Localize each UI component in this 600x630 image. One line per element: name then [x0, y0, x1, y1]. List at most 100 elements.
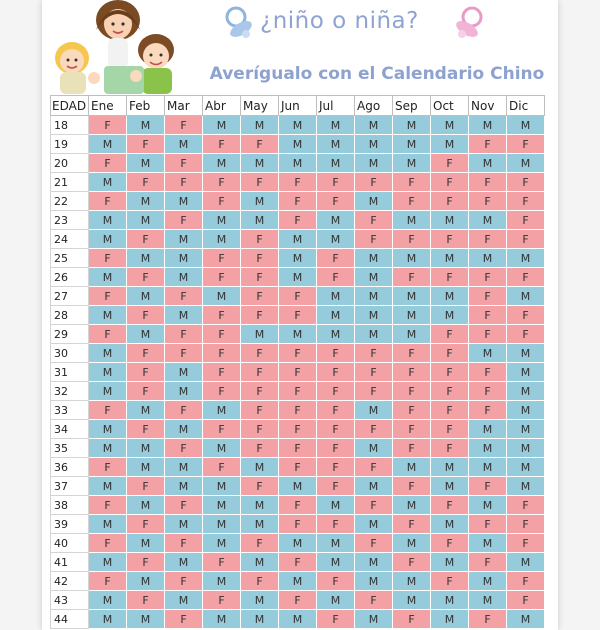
male-cell: M — [430, 286, 469, 306]
male-cell: M — [354, 286, 393, 306]
male-cell: M — [354, 134, 393, 154]
female-cell: F — [506, 172, 545, 192]
male-cell: M — [164, 590, 203, 610]
table-row: 22 F M M F M F F M F F F F — [50, 191, 545, 211]
age-cell: 19 — [50, 134, 89, 154]
female-cell: F — [506, 305, 545, 325]
age-cell: 23 — [50, 210, 89, 230]
male-cell: M — [164, 419, 203, 439]
female-cell: F — [392, 514, 431, 534]
female-cell: F — [126, 476, 165, 496]
female-cell: F — [164, 115, 203, 135]
female-cell: F — [316, 419, 355, 439]
male-cell: M — [278, 571, 317, 591]
female-cell: F — [164, 153, 203, 173]
blue-pacifier-icon — [225, 6, 252, 38]
male-cell: M — [392, 305, 431, 325]
age-cell: 29 — [50, 324, 89, 344]
female-cell: F — [202, 267, 241, 287]
female-cell: F — [164, 438, 203, 458]
male-cell: M — [278, 115, 317, 135]
female-cell: F — [202, 362, 241, 382]
female-cell: F — [240, 134, 279, 154]
children-illustration — [55, 0, 174, 94]
age-cell: 26 — [50, 267, 89, 287]
male-cell: M — [202, 495, 241, 515]
male-cell: M — [354, 400, 393, 420]
female-cell: F — [240, 362, 279, 382]
female-cell: F — [392, 476, 431, 496]
male-cell: M — [430, 115, 469, 135]
table-row: 39 M F M M M F F M F M F F — [50, 514, 545, 534]
female-cell: F — [240, 286, 279, 306]
month-header: May — [240, 95, 279, 116]
female-cell: F — [468, 324, 507, 344]
female-cell: F — [354, 457, 393, 477]
male-cell: M — [202, 210, 241, 230]
female-cell: F — [88, 324, 127, 344]
male-cell: M — [88, 552, 127, 572]
table-row: 33 F M F M F F F M F F F M — [50, 400, 545, 420]
female-cell: F — [506, 571, 545, 591]
male-cell: M — [468, 495, 507, 515]
female-cell: F — [88, 495, 127, 515]
male-cell: M — [88, 476, 127, 496]
header: ¿niño o niña? Averígualo con el Calendar… — [42, 0, 558, 95]
table-row: 34 M F M F F F F F F F M M — [50, 419, 545, 439]
female-cell: F — [88, 533, 127, 553]
male-cell: M — [506, 381, 545, 401]
female-cell: F — [126, 590, 165, 610]
female-cell: F — [278, 305, 317, 325]
female-cell: F — [278, 590, 317, 610]
female-cell: F — [354, 381, 393, 401]
female-cell: F — [202, 457, 241, 477]
female-cell: F — [506, 267, 545, 287]
age-cell: 24 — [50, 229, 89, 249]
female-cell: F — [316, 381, 355, 401]
female-cell: F — [392, 172, 431, 192]
male-cell: M — [240, 191, 279, 211]
table-row: 41 M F M F M F M M F M F M — [50, 552, 545, 572]
female-cell: F — [430, 191, 469, 211]
table-row: 19 M F M F F M M M M M F F — [50, 134, 545, 154]
female-cell: F — [88, 191, 127, 211]
female-cell: F — [392, 343, 431, 363]
male-cell: M — [392, 324, 431, 344]
female-cell: F — [240, 229, 279, 249]
male-cell: M — [316, 229, 355, 249]
age-cell: 33 — [50, 400, 89, 420]
female-cell: F — [88, 571, 127, 591]
female-cell: F — [354, 533, 393, 553]
male-cell: M — [164, 514, 203, 534]
female-cell: F — [88, 457, 127, 477]
female-cell: F — [278, 400, 317, 420]
male-cell: M — [316, 495, 355, 515]
month-header: Sep — [392, 95, 431, 116]
female-cell: F — [278, 191, 317, 211]
male-cell: M — [164, 457, 203, 477]
male-cell: M — [316, 115, 355, 135]
age-cell: 25 — [50, 248, 89, 268]
male-cell: M — [506, 286, 545, 306]
female-cell: F — [316, 514, 355, 534]
male-cell: M — [278, 533, 317, 553]
table-row: 42 F M F M F M F M M F M F — [50, 571, 545, 591]
female-cell: F — [88, 115, 127, 135]
female-cell: F — [430, 495, 469, 515]
female-cell: F — [126, 419, 165, 439]
male-cell: M — [126, 533, 165, 553]
male-cell: M — [392, 115, 431, 135]
male-cell: M — [316, 324, 355, 344]
age-cell: 35 — [50, 438, 89, 458]
female-cell: F — [354, 362, 393, 382]
male-cell: M — [468, 438, 507, 458]
female-cell: F — [126, 134, 165, 154]
male-cell: M — [354, 153, 393, 173]
female-cell: F — [316, 172, 355, 192]
female-cell: F — [392, 267, 431, 287]
female-cell: F — [468, 267, 507, 287]
table-row: 35 M M F M F F F M F F M M — [50, 438, 545, 458]
female-cell: F — [278, 381, 317, 401]
male-cell: M — [240, 324, 279, 344]
female-cell: F — [506, 514, 545, 534]
